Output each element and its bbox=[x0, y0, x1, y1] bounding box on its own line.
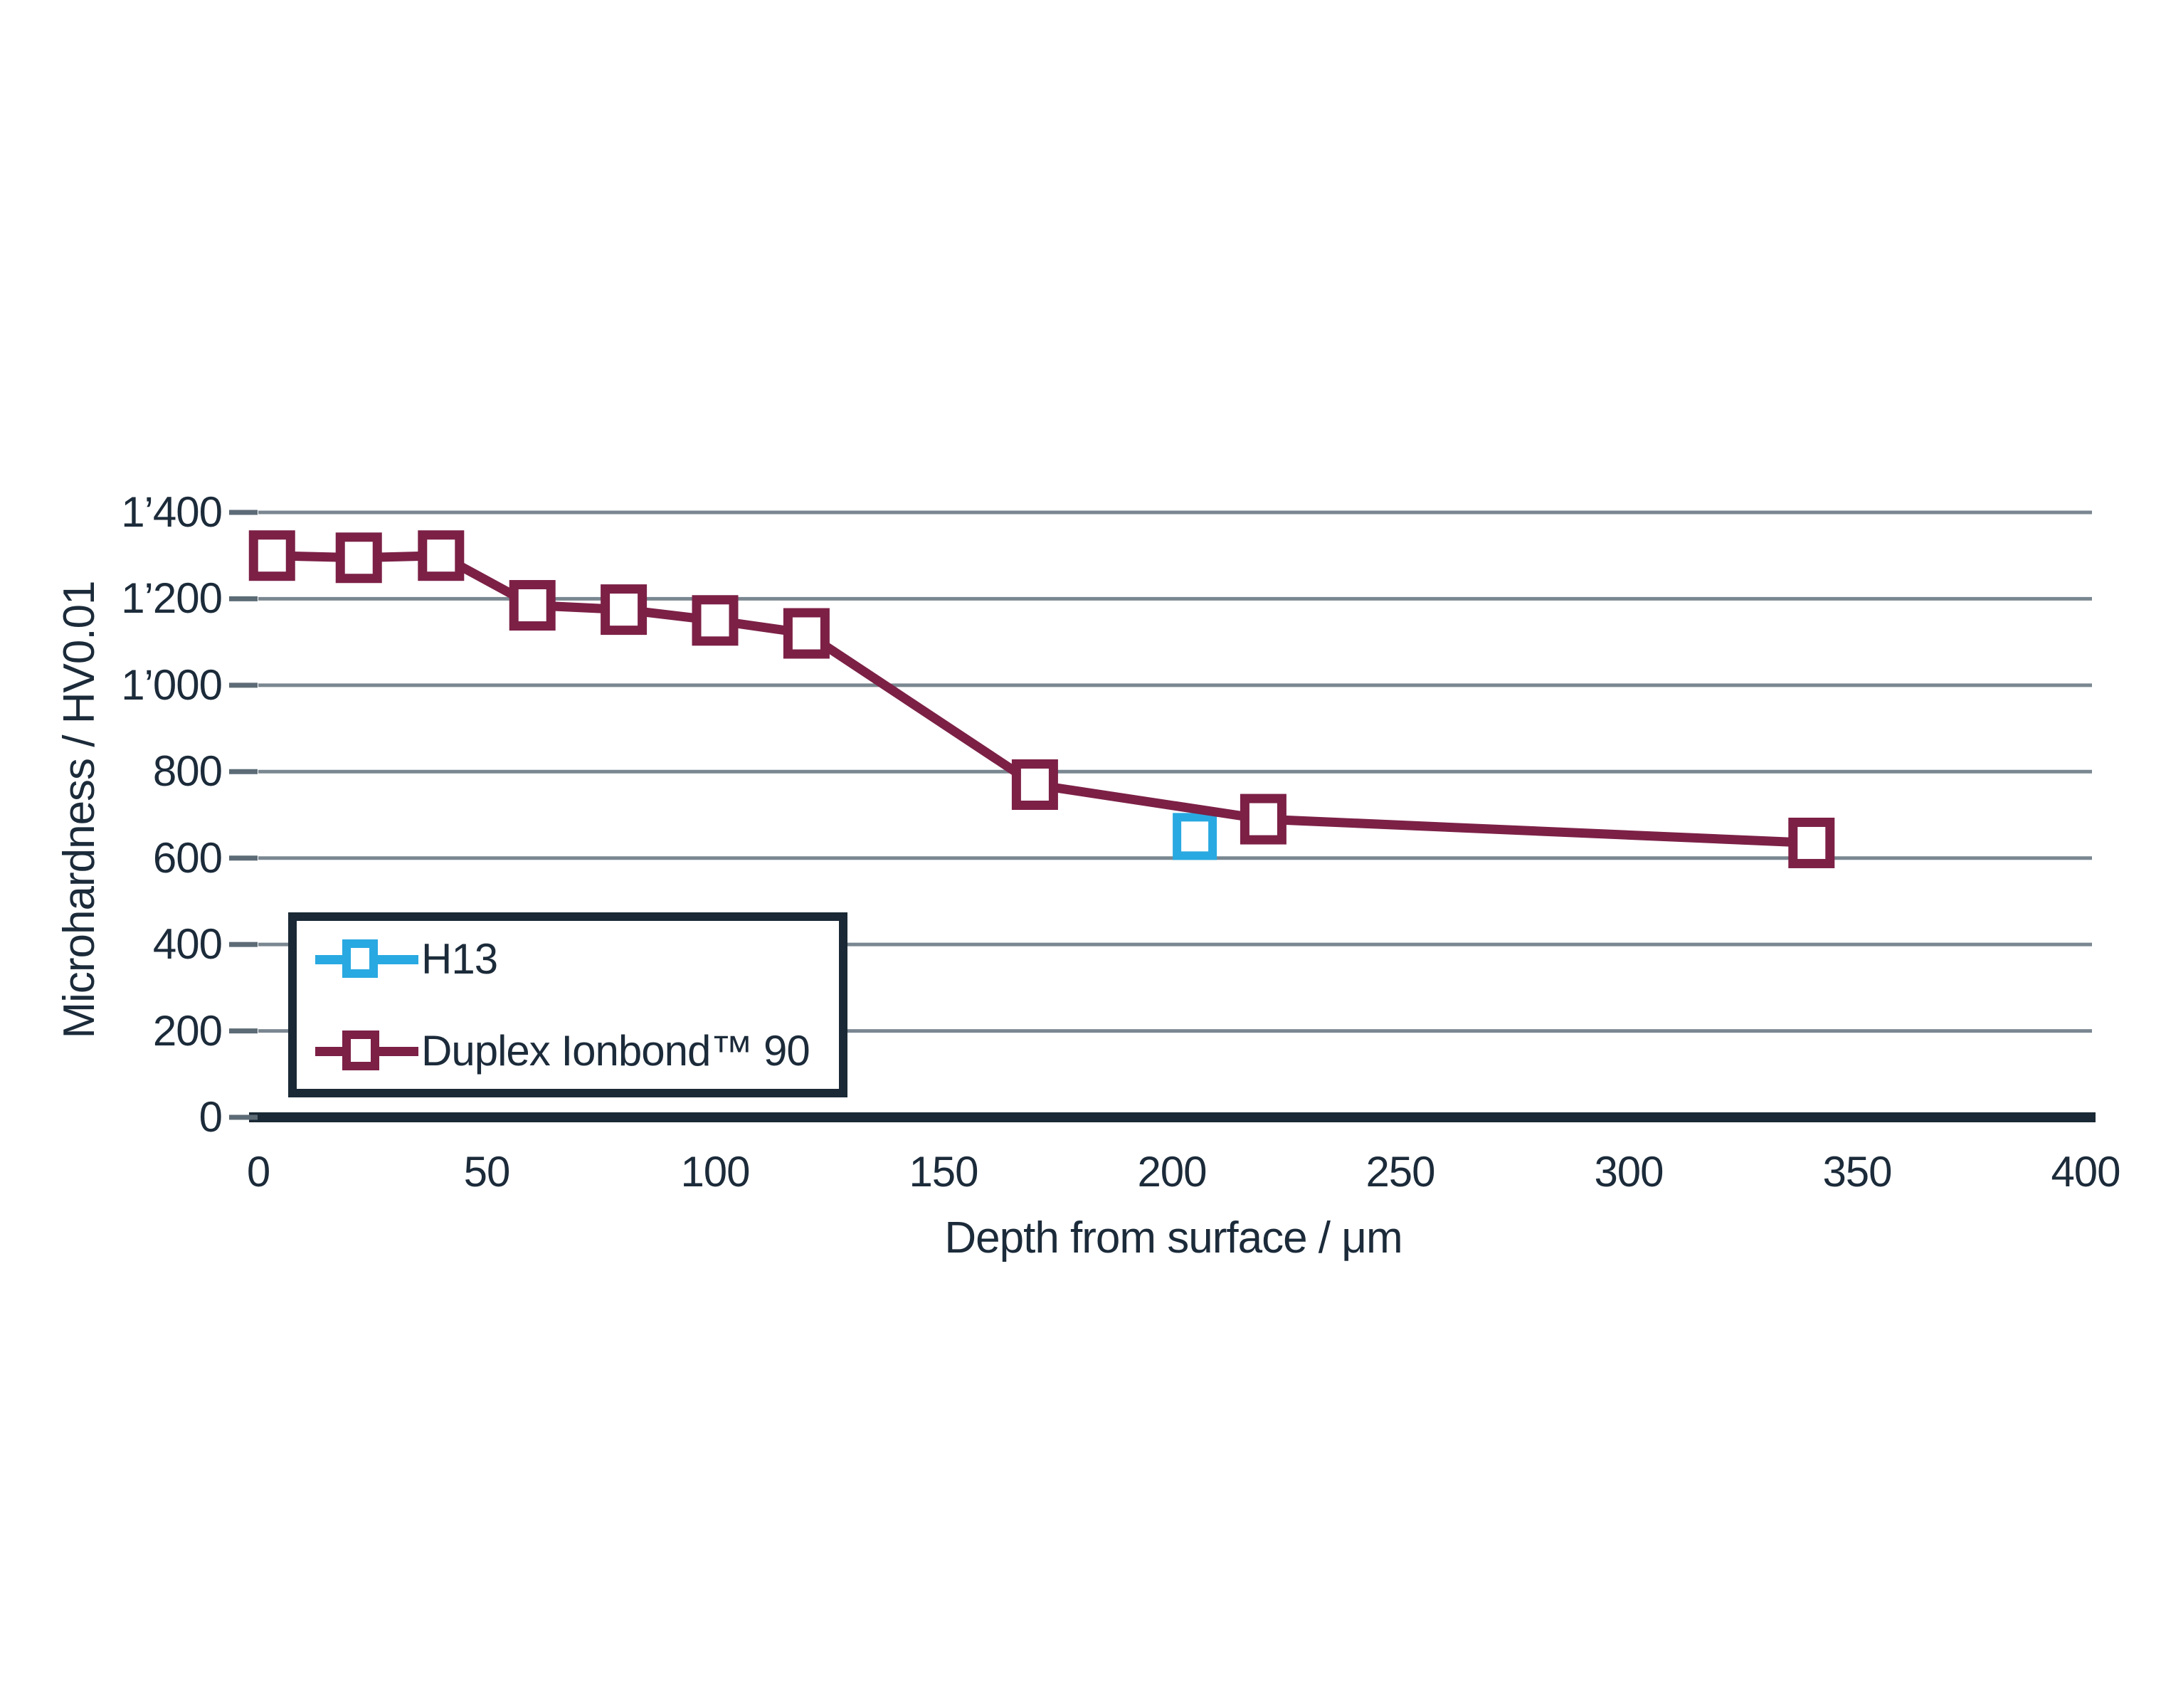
x-tick-label-350: 350 bbox=[1822, 1148, 1892, 1196]
legend: H13 Duplex Ionbond™ 90 bbox=[288, 912, 847, 1097]
data-point-marker-duplex-ionbond-90-40 bbox=[418, 530, 465, 581]
x-tick-label-50: 50 bbox=[463, 1148, 511, 1196]
data-point-marker-duplex-ionbond-90-220 bbox=[1240, 794, 1286, 845]
legend-label-h13: H13 bbox=[421, 935, 498, 983]
x-tick-label-150: 150 bbox=[909, 1148, 978, 1196]
x-tick-label-200: 200 bbox=[1137, 1148, 1207, 1196]
y-tick-label-0: 0 bbox=[199, 1093, 223, 1141]
series-line-duplex-ionbond-90 bbox=[272, 551, 1812, 848]
x-tick-label-300: 300 bbox=[1594, 1148, 1664, 1196]
data-point-marker-duplex-ionbond-90-80 bbox=[601, 584, 648, 636]
legend-line-sample-h13 bbox=[315, 939, 418, 978]
data-point-marker-h13-205 bbox=[1173, 813, 1217, 860]
y-tick-label-1400: 1’400 bbox=[121, 488, 223, 536]
x-axis-title: Depth from surface / μm bbox=[944, 1213, 1402, 1262]
x-tick-label-0: 0 bbox=[246, 1148, 270, 1196]
data-point-marker-duplex-ionbond-90-22 bbox=[335, 532, 382, 584]
x-tick-label-250: 250 bbox=[1365, 1148, 1435, 1196]
legend-square-marker-duplex-ionbond-90 bbox=[342, 1030, 379, 1070]
y-tick-label-600: 600 bbox=[152, 833, 223, 882]
legend-line-sample-duplex-ionbond-90 bbox=[315, 1030, 418, 1070]
legend-item-h13: H13 bbox=[315, 935, 498, 983]
data-point-marker-duplex-ionbond-90-120 bbox=[783, 608, 830, 659]
data-point-marker-duplex-ionbond-90-170 bbox=[1011, 759, 1058, 810]
data-point-marker-duplex-ionbond-90-100 bbox=[692, 595, 739, 646]
data-point-marker-duplex-ionbond-90-3 bbox=[248, 530, 295, 581]
y-tick-label-1200: 1’200 bbox=[121, 574, 223, 623]
legend-item-duplex-ionbond-90: Duplex Ionbond™ 90 bbox=[315, 1030, 810, 1072]
data-point-marker-duplex-ionbond-90-60 bbox=[509, 580, 556, 631]
y-tick-label-1000: 1’000 bbox=[121, 660, 223, 709]
y-tick-label-800: 800 bbox=[152, 747, 223, 796]
y-tick-label-200: 200 bbox=[152, 1006, 223, 1055]
x-tick-label-100: 100 bbox=[680, 1148, 750, 1196]
legend-label-duplex-ionbond-90: Duplex Ionbond™ 90 bbox=[421, 1027, 810, 1075]
y-tick-label-400: 400 bbox=[152, 920, 223, 969]
data-point-marker-duplex-ionbond-90-340 bbox=[1788, 817, 1835, 868]
x-tick-label-400: 400 bbox=[2051, 1148, 2120, 1196]
legend-square-marker-h13 bbox=[342, 939, 378, 978]
y-axis-title: Microhardness / HV0.01 bbox=[55, 581, 104, 1039]
